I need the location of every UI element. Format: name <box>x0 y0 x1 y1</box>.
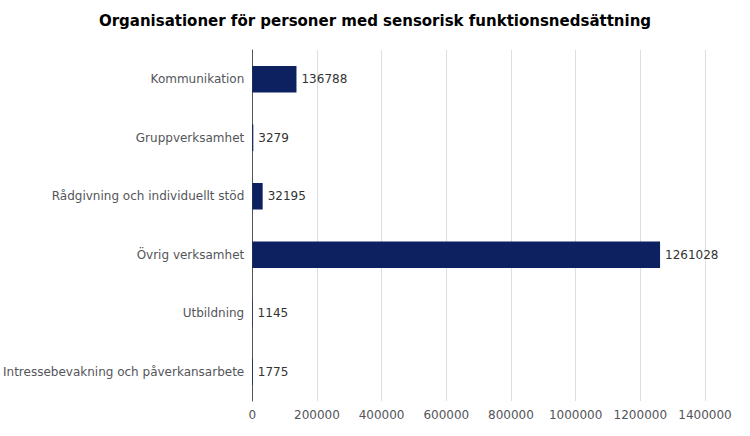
svg-text:0: 0 <box>248 408 256 422</box>
svg-text:Övrig verksamhet: Övrig verksamhet <box>137 246 245 262</box>
svg-text:1200000: 1200000 <box>614 408 667 422</box>
svg-text:1000000: 1000000 <box>549 408 602 422</box>
svg-text:Rådgivning och individuellt st: Rådgivning och individuellt stöd <box>52 189 244 203</box>
svg-text:Gruppverksamhet: Gruppverksamhet <box>136 131 245 145</box>
svg-text:1261028: 1261028 <box>665 248 718 262</box>
svg-text:800000: 800000 <box>488 408 534 422</box>
svg-text:3279: 3279 <box>258 131 289 145</box>
svg-text:200000: 200000 <box>294 408 340 422</box>
svg-text:Kommunikation: Kommunikation <box>151 72 245 86</box>
svg-text:600000: 600000 <box>423 408 469 422</box>
svg-text:400000: 400000 <box>359 408 405 422</box>
svg-text:136788: 136788 <box>301 72 347 86</box>
svg-text:Utbildning: Utbildning <box>183 306 245 320</box>
svg-text:Intressebevakning och påverkan: Intressebevakning och påverkansarbete <box>3 365 244 379</box>
svg-text:32195: 32195 <box>268 189 306 203</box>
svg-text:1400000: 1400000 <box>678 408 731 422</box>
svg-text:Organisationer för personer me: Organisationer för personer med sensoris… <box>99 12 651 30</box>
svg-text:1145: 1145 <box>258 306 289 320</box>
svg-text:1775: 1775 <box>258 365 289 379</box>
